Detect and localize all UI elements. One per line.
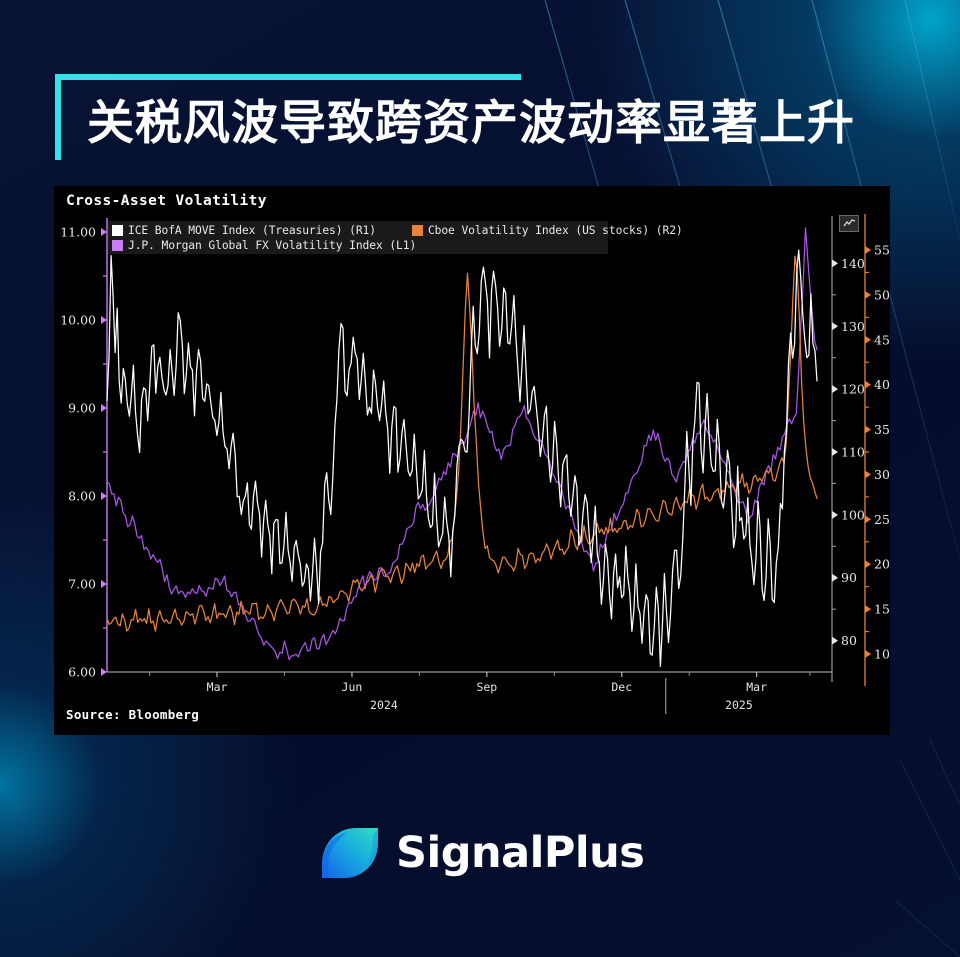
left-axis-tick [101,228,107,236]
right2-axis-tick-label: 40 [874,377,890,392]
right2-axis-tick [865,290,871,299]
right2-axis-tick-label: 50 [874,287,890,302]
left-axis-tick [101,668,107,676]
left-axis-tick [101,580,107,588]
right1-axis-tick [832,510,838,519]
left-axis-tick [101,316,107,324]
source-label: Source: Bloomberg [66,707,200,722]
right2-axis-tick [865,470,871,479]
right2-axis-tick-label: 55 [874,242,890,257]
left-axis-tick-label: 7.00 [68,577,96,592]
chart-title: Cross-Asset Volatility [66,193,267,209]
right2-axis-tick-label: 25 [874,512,890,527]
right2-axis-tick [865,245,871,254]
left-axis-tick-label: 6.00 [68,665,96,680]
left-axis-tick [101,404,107,412]
headline-accent-top-bar [55,74,521,80]
left-axis-tick-label: 9.00 [68,401,96,416]
right2-axis-tick [865,650,871,659]
page-title: 关税风波导致跨资产波动率显著上升 [87,96,855,151]
legend-entry-fx[interactable]: J.P. Morgan Global FX Volatility Index (… [112,239,416,252]
legend-swatch-vix [411,225,423,236]
brand-logo: SignalPlus [320,818,650,888]
series-line-fx [106,227,818,661]
right2-axis-tick [865,515,871,524]
right1-axis-tick-label: 90 [841,570,857,585]
right1-axis-tick-label: 80 [841,633,857,648]
series-line-vix [106,255,818,632]
left-axis-tick-label: 11.00 [60,225,96,240]
right1-axis-tick [832,385,838,394]
x-axis-year-label: 2024 [370,698,398,712]
right1-axis-tick-label: 140 [841,256,865,271]
x-axis-year-label: 2025 [725,698,753,712]
left-axis-tick [101,492,107,500]
legend-entry-move[interactable]: ICE BofA MOVE Index (Treasuries) (R1) [112,224,376,237]
series-line-move [106,249,818,668]
right1-axis-tick-label: 110 [841,445,865,460]
right2-axis-tick-label: 30 [874,467,890,482]
right1-axis-tick-label: 130 [841,319,865,334]
legend-swatch-move [112,225,123,236]
left-axis-tick-label: 8.00 [68,489,96,504]
right2-axis-tick-label: 20 [874,557,890,572]
right1-axis-tick [832,573,838,582]
chart-panel: Cross-Asset Volatility ICE BofA MOVE Ind… [54,186,890,735]
brand-name: SignalPlus [396,828,645,878]
signalplus-mark-icon [322,828,378,878]
legend-entry-vix[interactable]: Cboe Volatility Index (US stocks) (R2) [411,224,683,237]
headline-accent-left-bar [55,74,61,160]
x-axis-tick-label: Sep [476,680,497,694]
right1-axis-tick [832,636,838,645]
x-axis-tick-label: Mar [207,680,228,694]
right1-axis-tick-label: 120 [841,382,865,397]
x-axis-tick-label: Mar [746,680,767,694]
right2-axis-tick-label: 35 [874,422,890,437]
right2-axis-tick-label: 45 [874,332,890,347]
right2-axis-tick [865,335,871,344]
legend-label-vix: Cboe Volatility Index (US stocks) (R2) [427,224,683,237]
legend-label-move: ICE BofA MOVE Index (Treasuries) (R1) [128,224,376,237]
right2-axis-tick [865,560,871,569]
right1-axis-tick [832,259,838,268]
right2-axis-tick [865,380,871,389]
x-axis-tick-label: Dec [611,680,632,694]
right2-axis-tick-label: 10 [874,647,890,662]
right2-axis-tick [865,605,871,614]
right2-axis-tick-label: 15 [874,602,890,617]
x-axis-tick-label: Jun [342,680,363,694]
chart-line-icon-glyph [842,219,855,227]
legend-swatch-fx [112,240,123,251]
right2-axis-tick [865,425,871,434]
left-axis-tick-label: 10.00 [60,313,96,328]
right1-axis-tick-label: 100 [841,507,865,522]
chart-legend: ICE BofA MOVE Index (Treasuries) (R1) Cb… [108,221,683,254]
chart-line-icon[interactable] [839,215,859,232]
headline-block: 关税风波导致跨资产波动率显著上升 [55,70,885,170]
legend-label-fx: J.P. Morgan Global FX Volatility Index (… [128,239,417,252]
chart-plot: 6.00 7.00 8.00 9.00 10.00 11.00 80 90 100 110 120 1… [60,214,890,714]
right1-axis-tick [832,322,838,331]
right1-axis-tick [832,448,838,456]
